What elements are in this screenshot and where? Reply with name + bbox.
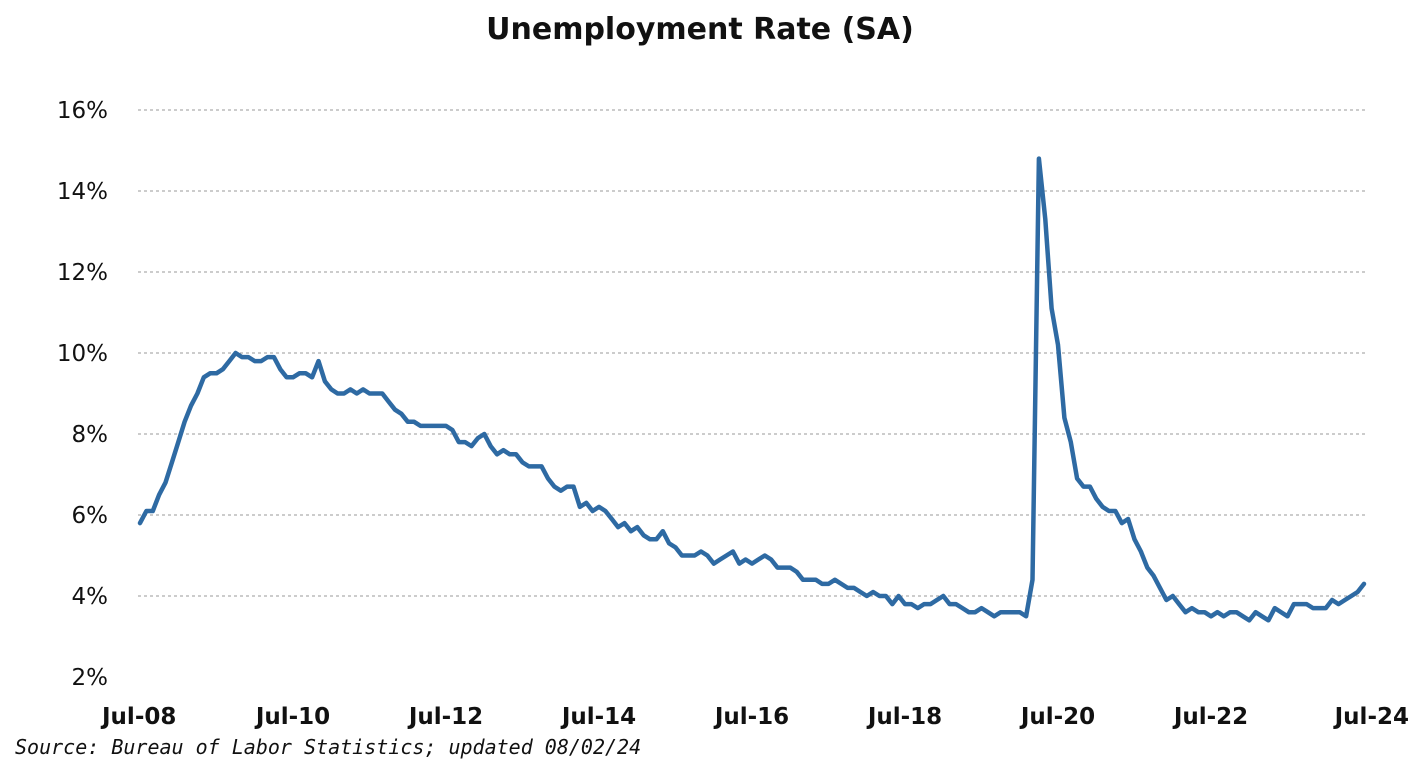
y-tick-label: 10%: [57, 341, 108, 367]
source-note: Source: Bureau of Labor Statistics; upda…: [15, 735, 642, 759]
unemployment-rate-line: [137, 156, 1367, 623]
x-tick-label: Jul-12: [407, 704, 483, 730]
x-tick-label: Jul-08: [100, 704, 176, 730]
x-tick-label: Jul-14: [560, 704, 636, 730]
y-tick-label: 14%: [57, 179, 108, 205]
x-tick-label: Jul-10: [254, 704, 330, 730]
y-tick-label: 8%: [72, 422, 109, 448]
y-axis-tick-labels: 2% 4% 6% 8% 10% 12% 14% 16%: [57, 98, 108, 691]
x-tick-label: Jul-18: [866, 704, 942, 730]
data-points: [139, 157, 1366, 622]
x-axis-tick-labels: Jul-08 Jul-10 Jul-12 Jul-14 Jul-16 Jul-18 Jul-…: [100, 704, 1409, 730]
x-tick-label: Jul-24: [1333, 704, 1409, 730]
y-tick-label: 6%: [72, 503, 109, 529]
y-tick-label: 12%: [57, 260, 108, 286]
chart-title: Unemployment Rate (SA): [486, 12, 914, 47]
gridlines: [138, 109, 1366, 597]
x-tick-label: Jul-22: [1172, 704, 1248, 730]
x-tick-label: Jul-16: [713, 704, 789, 730]
y-tick-label: 16%: [57, 98, 108, 124]
y-tick-label: 2%: [72, 665, 109, 691]
x-tick-label: Jul-20: [1019, 704, 1095, 730]
y-tick-label: 4%: [72, 584, 109, 610]
